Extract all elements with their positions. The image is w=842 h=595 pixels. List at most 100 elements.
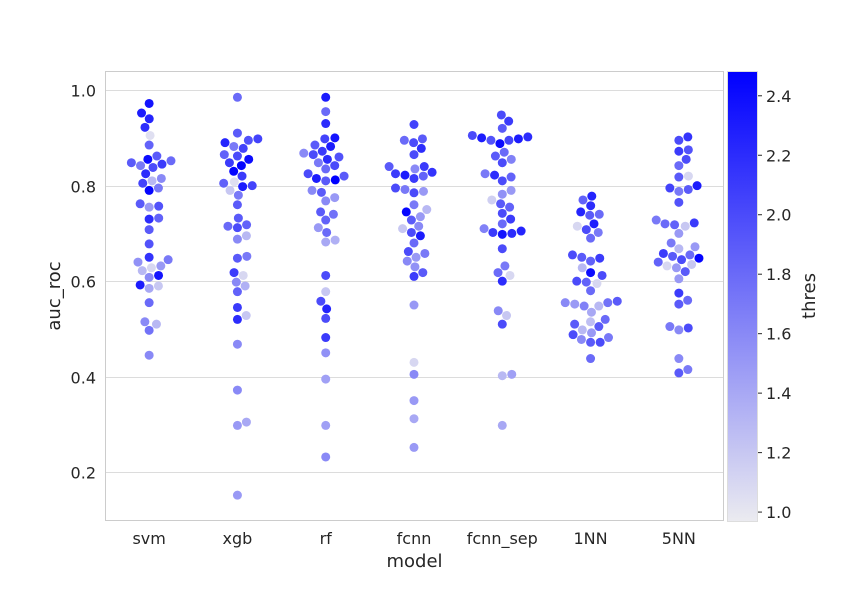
data-point (506, 185, 516, 195)
data-point (232, 385, 242, 395)
data-point (232, 234, 242, 244)
data-point (232, 253, 242, 263)
data-point (595, 253, 605, 263)
data-point (595, 337, 605, 347)
data-point (156, 261, 166, 271)
data-point (232, 151, 242, 161)
data-point (144, 283, 154, 293)
data-point (570, 299, 580, 309)
data-point (310, 140, 320, 150)
data-point (330, 161, 340, 171)
data-point (409, 369, 419, 379)
colorbar-tick-label: 2.4 (766, 87, 791, 106)
data-point (674, 299, 684, 309)
data-point (416, 143, 426, 153)
data-point (600, 314, 610, 324)
data-point (690, 242, 700, 252)
colorbar-tick-label: 1.2 (766, 444, 791, 463)
data-point (400, 170, 410, 180)
data-point (326, 141, 336, 151)
data-point (147, 176, 157, 186)
data-point (321, 313, 331, 323)
data-point (391, 169, 401, 179)
data-point (415, 212, 425, 222)
data-point (593, 227, 603, 237)
data-point (328, 209, 338, 219)
data-point (144, 239, 154, 249)
data-point (330, 235, 340, 245)
data-point (233, 190, 243, 200)
data-point (330, 193, 340, 203)
data-point (138, 178, 148, 188)
data-point (299, 148, 309, 158)
data-point (662, 261, 672, 271)
data-point (496, 110, 506, 120)
data-point (415, 231, 425, 241)
data-point (163, 255, 173, 265)
data-point (219, 178, 229, 188)
data-point (594, 322, 604, 332)
data-point (506, 172, 516, 182)
data-point (321, 164, 331, 174)
data-point (665, 322, 675, 332)
data-point (506, 214, 516, 224)
data-point (403, 247, 413, 257)
x-tick-label: fcnn (397, 529, 432, 548)
data-point (674, 325, 684, 335)
data-point (241, 417, 251, 427)
data-point (238, 182, 248, 192)
data-point (220, 138, 230, 148)
data-point (232, 287, 242, 297)
data-point (592, 279, 602, 289)
data-point (321, 333, 331, 343)
data-point (399, 135, 409, 145)
data-point (308, 150, 318, 160)
data-point (496, 199, 506, 209)
data-point (420, 248, 430, 258)
plot-frame (105, 71, 724, 521)
data-point (505, 202, 515, 212)
data-point (674, 135, 684, 145)
data-point (586, 201, 596, 211)
data-point (409, 300, 419, 310)
data-point (231, 277, 241, 287)
data-point (581, 277, 591, 287)
data-point (497, 208, 507, 218)
data-point (586, 268, 596, 278)
data-point (417, 134, 427, 144)
data-point (229, 268, 239, 278)
data-point (244, 154, 254, 164)
data-point (495, 139, 505, 149)
data-point (585, 210, 595, 220)
y-axis-label: auc_roc (44, 261, 65, 330)
data-point (153, 183, 163, 193)
data-point (402, 256, 412, 266)
data-point (409, 238, 419, 248)
data-point (232, 302, 242, 312)
data-point (140, 317, 150, 327)
x-tick-label: svm (132, 529, 165, 548)
data-point (144, 140, 154, 150)
data-point (683, 323, 693, 333)
data-point (674, 244, 684, 254)
data-point (576, 334, 586, 344)
data-point (570, 319, 580, 329)
data-point (577, 263, 587, 273)
data-point (674, 354, 684, 364)
data-point (674, 161, 684, 171)
data-point (243, 135, 253, 145)
data-point (229, 141, 239, 151)
data-point (145, 130, 155, 140)
data-point (321, 374, 331, 384)
data-point (321, 215, 331, 225)
data-point (307, 185, 317, 195)
data-point (674, 197, 684, 207)
data-point (232, 128, 242, 138)
data-point (321, 119, 331, 129)
data-point (422, 205, 432, 215)
data-point (414, 221, 424, 231)
data-point (409, 271, 419, 281)
data-point (238, 270, 248, 280)
colorbar-tick-label: 2.0 (766, 206, 791, 225)
data-point (137, 108, 147, 118)
